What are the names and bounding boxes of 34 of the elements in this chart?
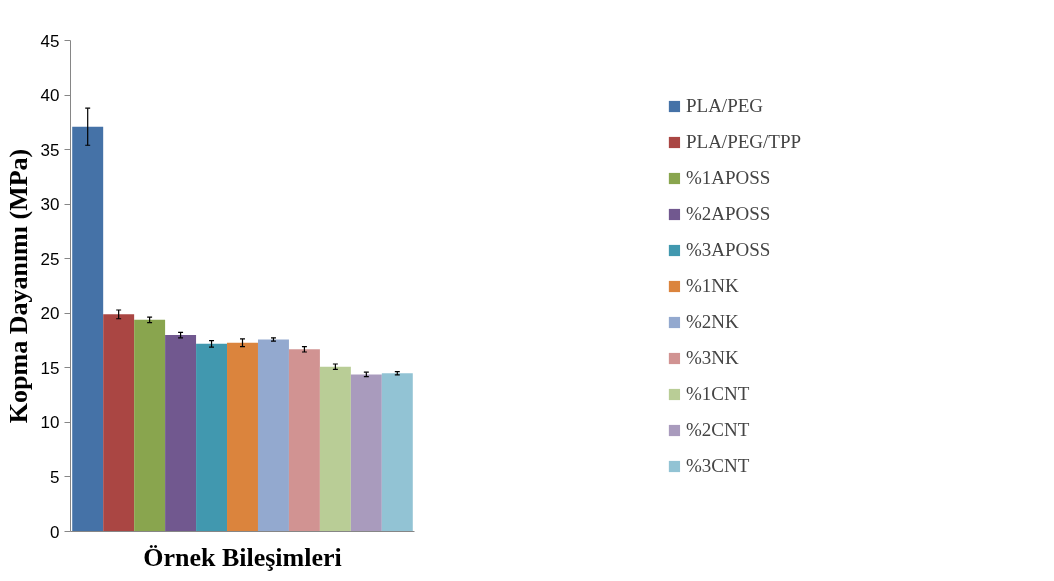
y-tick-label: 30: [40, 195, 60, 215]
y-tick-label: 10: [40, 413, 60, 433]
bar: [103, 314, 135, 532]
bar: [288, 349, 320, 532]
y-tick-label: 40: [40, 86, 60, 106]
bar: [257, 339, 289, 532]
legend-label: %1CNT: [685, 382, 750, 405]
legend-label: %1NK: [685, 274, 739, 297]
legend-label: %2CNT: [685, 418, 750, 441]
x-axis-title: Örnek Bileşimleri: [143, 542, 342, 572]
bar: [319, 366, 351, 532]
y-tick-label: 45: [40, 31, 60, 51]
y-tick-label: 0: [50, 522, 60, 542]
legend-label: PLA/PEG: [685, 94, 764, 117]
y-tick-label: 25: [40, 249, 60, 269]
y-tick-label: 35: [40, 140, 60, 160]
bar: [227, 342, 258, 532]
legend-label: %2NK: [685, 310, 739, 333]
bar: [72, 126, 104, 532]
legend-label: %1APOSS: [685, 166, 771, 189]
legend-label: %3CNT: [685, 454, 750, 477]
legend-label: %3APOSS: [685, 238, 771, 261]
y-tick-label: 15: [40, 358, 60, 378]
y-tick-label: 5: [50, 467, 60, 487]
legend-label: %2APOSS: [685, 202, 771, 225]
legend-label: %3NK: [685, 346, 739, 369]
bar: [134, 319, 166, 532]
legend-label: PLA/PEG/TPP: [685, 130, 802, 153]
bar: [196, 343, 228, 532]
bar: [165, 335, 197, 532]
bar: [350, 374, 382, 532]
y-axis-title: Kopma Dayanımı (MPa): [3, 148, 33, 424]
y-tick-label: 20: [40, 304, 60, 324]
bar: [381, 373, 413, 532]
